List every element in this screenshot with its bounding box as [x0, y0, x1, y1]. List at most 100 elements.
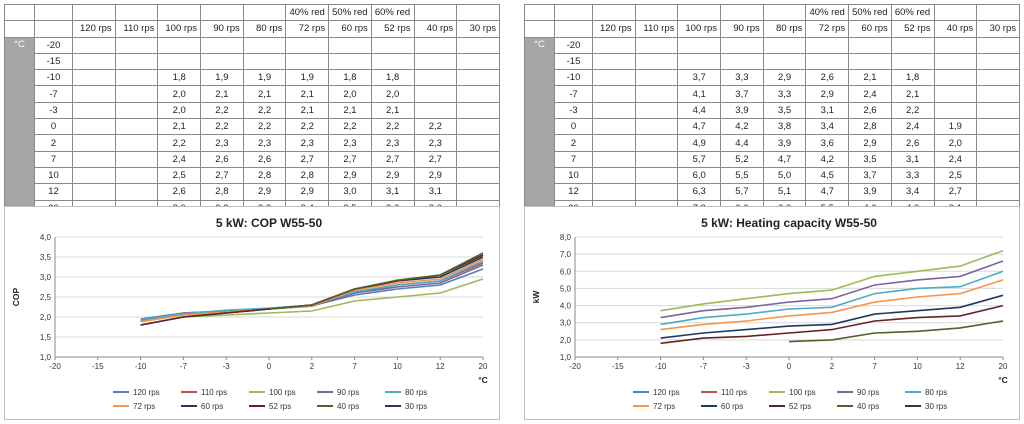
value-cell — [976, 69, 1020, 87]
x-tick-label: -15 — [612, 362, 624, 371]
value-cell — [370, 52, 415, 71]
value-cell — [634, 183, 679, 201]
value-cell — [976, 101, 1020, 120]
temperature-cell: -20 — [34, 36, 73, 54]
table-row: 12 6,3 5,7 5,1 4,7 3,9 3,4 2,7 — [525, 183, 1020, 201]
value-cell: 2,2 — [242, 101, 287, 120]
value-cell — [114, 134, 159, 152]
table-row: -15 — [525, 52, 1020, 71]
header-top-cell: 40% red — [285, 3, 330, 22]
value-cell: 3,5 — [762, 101, 807, 120]
header-blank-cell — [34, 3, 73, 22]
value-cell — [413, 52, 458, 71]
value-cell — [592, 52, 636, 71]
temperature-cell: 0 — [554, 118, 593, 136]
value-cell: 2,4 — [157, 150, 202, 168]
value-cell: 3,8 — [762, 118, 807, 136]
value-cell: 2,7 — [413, 150, 458, 168]
value-cell: 1,8 — [370, 69, 415, 87]
capacity-chart-svg: 5 kW: Heating capacity W55-50 1,0 2,0 3,0 4,… — [531, 216, 1008, 411]
value-cell — [72, 85, 116, 103]
column-header: 120 rps — [72, 20, 116, 38]
value-cell — [592, 118, 636, 136]
value-cell — [328, 52, 372, 71]
value-cell — [72, 166, 116, 185]
value-cell: 2,6 — [242, 150, 287, 168]
value-cell: 1,9 — [242, 69, 287, 87]
value-cell — [72, 150, 116, 168]
x-tick-label: -3 — [223, 362, 231, 371]
value-cell — [634, 36, 679, 54]
value-cell — [370, 36, 415, 54]
legend-label: 120 rps — [133, 388, 160, 397]
x-tick-label: 12 — [956, 362, 965, 371]
header-blank-cell — [4, 3, 35, 22]
y-tick-label: 4,0 — [560, 302, 572, 311]
column-header: 100 rps — [157, 20, 202, 38]
header-blank-cell — [524, 20, 555, 38]
value-cell: 5,0 — [762, 166, 807, 185]
value-cell: 2,3 — [370, 134, 415, 152]
value-cell: 4,7 — [805, 183, 850, 201]
header-top-cell — [242, 3, 287, 22]
capacity-table-panel: 40% red 50% red 60% red 120 rps 110 rps 100 r… — [524, 3, 1020, 217]
value-cell: 3,1 — [805, 101, 850, 120]
value-cell — [242, 52, 287, 71]
legend-label: 60 rps — [721, 402, 743, 411]
value-cell: 5,1 — [762, 183, 807, 201]
value-cell: 2,0 — [157, 85, 202, 103]
column-header: 100 rps — [677, 20, 722, 38]
value-cell: 2,2 — [890, 101, 935, 120]
header-top-cell: 50% red — [328, 3, 372, 22]
value-cell: 4,9 — [677, 134, 722, 152]
legend-label: 40 rps — [337, 402, 359, 411]
temperature-cell: 12 — [34, 183, 73, 201]
table-row: 0 4,7 4,2 3,8 3,4 2,8 2,4 1,9 — [525, 118, 1020, 136]
x-axis-label: °C — [478, 375, 488, 385]
value-cell — [456, 101, 500, 120]
temperature-cell: 2 — [554, 134, 593, 152]
value-cell — [456, 183, 500, 201]
value-cell: 4,2 — [720, 118, 764, 136]
value-cell — [890, 52, 935, 71]
value-cell: 2,0 — [328, 85, 372, 103]
value-cell: 2,2 — [200, 101, 244, 120]
header-blank-cell — [554, 3, 593, 22]
legend-label: 90 rps — [857, 388, 879, 397]
header-top-cell: 60% red — [370, 3, 415, 22]
value-cell — [634, 134, 679, 152]
capacity-chart: 5 kW: Heating capacity W55-50 1,0 2,0 3,0 4,… — [524, 206, 1020, 420]
value-cell: 3,7 — [848, 166, 892, 185]
header-top-cell: 40% red — [805, 3, 850, 22]
value-cell — [413, 101, 458, 120]
value-cell: 3,3 — [720, 69, 764, 87]
header-top-cell: 50% red — [848, 3, 892, 22]
value-cell: 2,9 — [848, 134, 892, 152]
value-cell — [592, 150, 636, 168]
value-cell: 1,9 — [933, 118, 978, 136]
value-cell: 6,3 — [677, 183, 722, 201]
value-cell: 4,4 — [720, 134, 764, 152]
value-cell — [456, 150, 500, 168]
y-tick-label: 3,5 — [40, 253, 52, 262]
value-cell: 2,8 — [285, 166, 330, 185]
y-tick-label: 2,5 — [40, 293, 52, 302]
value-cell: 5,2 — [720, 150, 764, 168]
x-tick-label: -15 — [92, 362, 104, 371]
x-tick-label: -20 — [569, 362, 581, 371]
cop-table: 40% red 50% red 60% red 120 rps 110 rps 100 r… — [4, 3, 500, 217]
table-row: 2 4,9 4,4 3,9 3,6 2,9 2,6 2,0 — [525, 134, 1020, 152]
value-cell — [456, 118, 500, 136]
value-cell — [720, 36, 764, 54]
series-line — [268, 252, 484, 310]
column-header: 90 rps — [200, 20, 244, 38]
legend-label: 90 rps — [337, 388, 359, 397]
table-row: -10 3,7 3,3 2,9 2,6 2,1 1,8 — [525, 69, 1020, 87]
value-cell: 2,3 — [242, 134, 287, 152]
value-cell: 3,9 — [848, 183, 892, 201]
series-line — [660, 279, 1004, 331]
legend-label: 52 rps — [789, 402, 811, 411]
capacity-table: 40% red 50% red 60% red 120 rps 110 rps 100 r… — [524, 3, 1020, 217]
value-cell — [328, 36, 372, 54]
x-tick-label: 0 — [267, 362, 272, 371]
